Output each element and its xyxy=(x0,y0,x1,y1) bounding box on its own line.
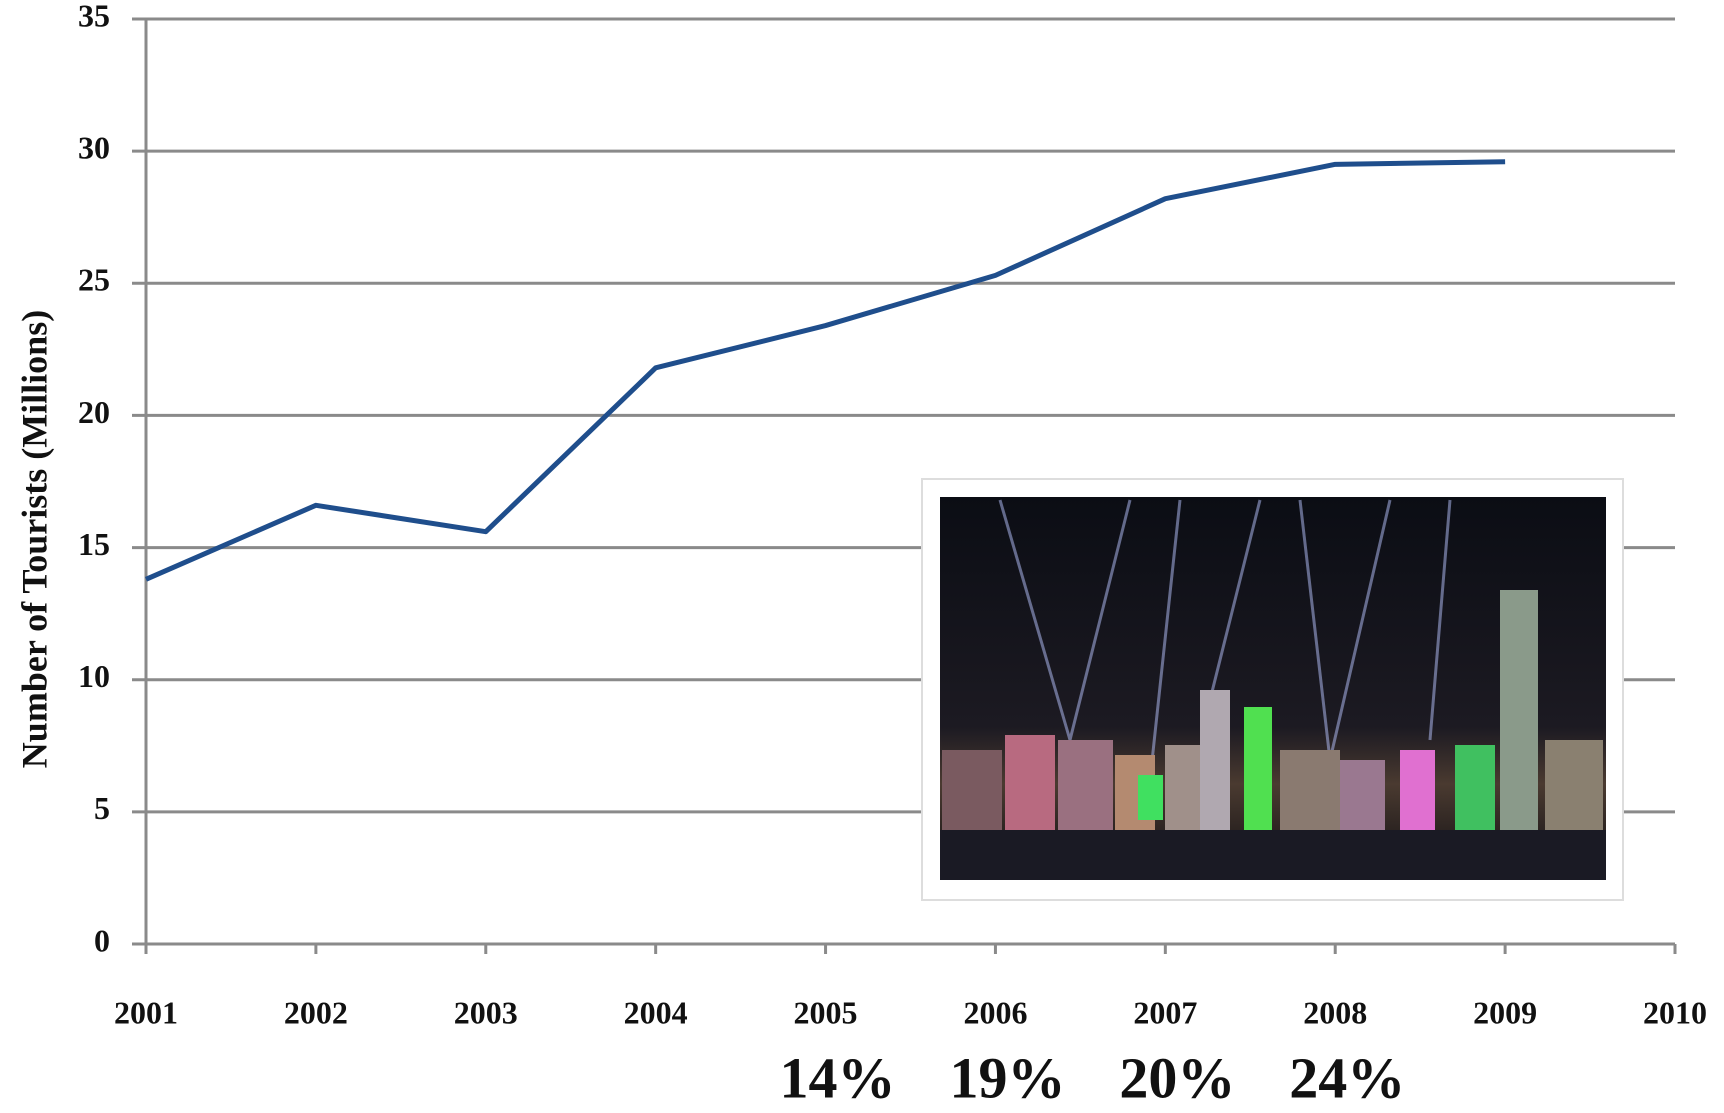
inset-photo xyxy=(921,478,1624,901)
y-tick-label: 25 xyxy=(78,262,110,298)
x-tick-label: 2005 xyxy=(794,994,858,1030)
x-tick-label: 2002 xyxy=(284,994,348,1030)
x-tick-label: 2008 xyxy=(1303,994,1367,1030)
x-tick-label: 2004 xyxy=(624,994,688,1030)
annotation: 14% xyxy=(780,1045,896,1110)
data-line xyxy=(145,159,1506,582)
annotation: 19% xyxy=(949,1045,1065,1110)
x-tick-label: 2006 xyxy=(963,994,1027,1030)
light-beams xyxy=(998,499,1452,781)
y-tick-label: 5 xyxy=(94,790,110,826)
annotation: 20% xyxy=(1119,1045,1235,1110)
y-tick-label: 0 xyxy=(94,922,110,958)
y-axis-label: Number of Tourists (Millions) xyxy=(14,310,54,768)
x-tick-label: 2001 xyxy=(114,994,178,1030)
y-tick-label: 30 xyxy=(78,129,110,165)
x-tick-label: 2009 xyxy=(1473,994,1537,1030)
x-tick-label: 2010 xyxy=(1643,994,1707,1030)
x-tick-label: 2007 xyxy=(1133,994,1197,1030)
y-tick-label: 35 xyxy=(78,0,110,33)
y-tick-label: 20 xyxy=(78,394,110,430)
skyline xyxy=(940,590,1606,880)
grid xyxy=(132,17,1677,954)
x-tick-label: 2003 xyxy=(454,994,518,1030)
y-tick-label: 15 xyxy=(78,526,110,562)
plot: 0 5 10 15 20 25 30 35 2001 2002 2003 2004 2005 2006 20… xyxy=(78,0,1707,1110)
annotation: 24% xyxy=(1289,1045,1405,1110)
y-tick-label: 10 xyxy=(78,658,110,694)
